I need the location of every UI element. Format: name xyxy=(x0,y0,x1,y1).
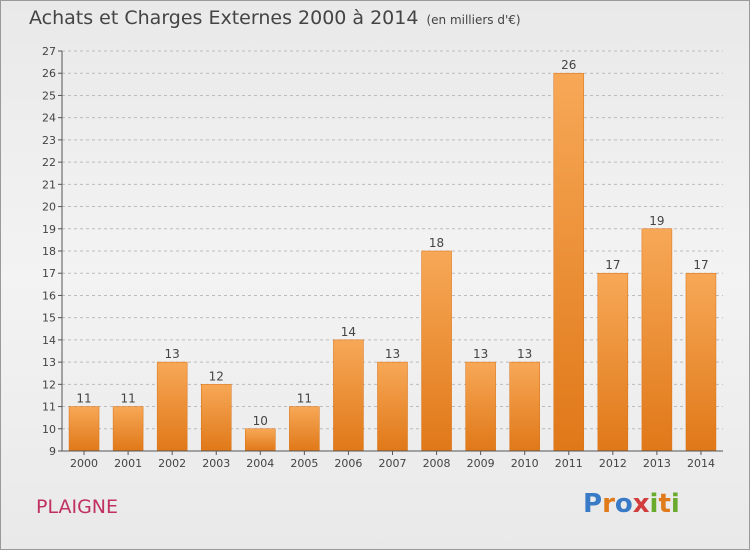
x-tick-label: 2006 xyxy=(334,457,362,470)
y-tick-label: 21 xyxy=(42,178,56,191)
bar-value-label: 13 xyxy=(517,347,532,361)
bar-2010 xyxy=(509,361,540,452)
x-tick-label: 2002 xyxy=(158,457,186,470)
bar-2009 xyxy=(465,361,496,452)
bar-value-label: 26 xyxy=(561,58,576,72)
x-tick-label: 2007 xyxy=(379,457,407,470)
bar-value-label: 13 xyxy=(165,347,180,361)
chart-subtitle: (en milliers d'€) xyxy=(426,13,521,27)
axis-layer: 9 10 11 12 13 14 15 16 17 18 19 20 21 22 23 24 25 26 27 200… xyxy=(42,45,723,470)
y-tick-label: 11 xyxy=(42,401,56,414)
bar-value-label: 17 xyxy=(605,258,620,272)
bar-2013 xyxy=(641,228,673,452)
chart-title: Achats et Charges Externes 2000 à 2014 (e… xyxy=(29,7,521,29)
y-tick-label: 15 xyxy=(42,312,56,325)
y-tick-label: 24 xyxy=(42,112,56,125)
bar-2002 xyxy=(156,361,188,452)
y-tick-label: 20 xyxy=(42,201,56,214)
bars-layer xyxy=(68,72,717,452)
bar-value-label: 12 xyxy=(209,369,224,383)
bar-value-label: 14 xyxy=(341,325,356,339)
y-tick-label: 27 xyxy=(42,45,56,58)
bar-value-label: 19 xyxy=(649,214,664,228)
x-tick-label: 2004 xyxy=(246,457,274,470)
x-tick-label: 2013 xyxy=(643,457,671,470)
y-tick-label: 9 xyxy=(49,445,56,458)
y-tick-label: 22 xyxy=(42,156,56,169)
bar-value-label: 17 xyxy=(693,258,708,272)
chart-title-text: Achats et Charges Externes 2000 à 2014 xyxy=(29,7,419,29)
x-tick-label: 2003 xyxy=(202,457,230,470)
y-tick-label: 17 xyxy=(42,267,56,280)
bar-2003 xyxy=(200,384,232,452)
bar-2000 xyxy=(68,406,100,452)
x-tick-label: 2009 xyxy=(467,457,495,470)
x-tick-label: 2011 xyxy=(555,457,583,470)
x-tick-label: 2001 xyxy=(114,457,142,470)
bar-2007 xyxy=(377,361,408,452)
y-tick-label: 16 xyxy=(42,289,56,302)
bar-2001 xyxy=(112,406,144,452)
bar-value-label: 13 xyxy=(473,347,488,361)
y-tick-label: 13 xyxy=(42,356,56,369)
bar-2011 xyxy=(553,72,585,452)
bar-value-label: 18 xyxy=(429,236,444,250)
bar-2006 xyxy=(333,339,364,452)
x-tick-label: 2012 xyxy=(599,457,627,470)
bar-value-label: 11 xyxy=(76,392,91,406)
y-tick-label: 14 xyxy=(42,334,56,347)
bar-2008 xyxy=(421,250,452,452)
y-tick-label: 10 xyxy=(42,423,56,436)
bar-2004 xyxy=(245,428,276,452)
x-tick-label: 2000 xyxy=(70,457,98,470)
commune-name: PLAIGNE xyxy=(36,496,119,518)
bar-value-label: 10 xyxy=(253,414,268,428)
y-tick-label: 12 xyxy=(42,378,56,391)
y-tick-label: 19 xyxy=(42,223,56,236)
bar-value-label: 11 xyxy=(120,392,135,406)
y-tick-label: 26 xyxy=(42,67,56,80)
y-tick-label: 23 xyxy=(42,134,56,147)
bar-value-label: 13 xyxy=(385,347,400,361)
x-tick-label: 2010 xyxy=(511,457,539,470)
bar-2014 xyxy=(685,272,717,452)
y-tick-label: 25 xyxy=(42,89,56,102)
y-tick-label: 18 xyxy=(42,245,56,258)
proxiti-logo: Proxiti xyxy=(583,489,680,519)
labels-layer: 11 11 13 12 10 11 14 13 18 13 13 26 17 19 17 xyxy=(76,58,708,428)
x-tick-label: 2008 xyxy=(423,457,451,470)
x-tick-label: 2014 xyxy=(687,457,715,470)
bar-value-label: 11 xyxy=(297,392,312,406)
bar-2005 xyxy=(289,406,320,452)
bar-2012 xyxy=(597,272,629,452)
x-tick-label: 2005 xyxy=(290,457,318,470)
